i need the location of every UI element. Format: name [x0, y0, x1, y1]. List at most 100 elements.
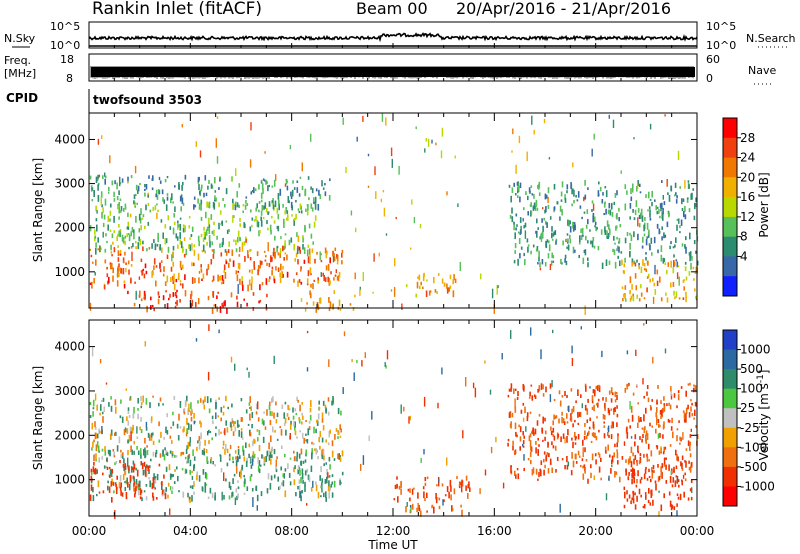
velocity-sparse-cell [169, 508, 171, 515]
velocity-cell [577, 422, 580, 425]
power-cell [159, 244, 161, 251]
power-cell [296, 232, 298, 237]
power-cell [629, 216, 631, 220]
velocity-sparse-cell [99, 359, 102, 364]
velocity-cell [400, 488, 402, 495]
power-cell [616, 190, 618, 196]
power-cell [153, 239, 155, 243]
velocity-cell [510, 387, 512, 392]
power-cell [666, 297, 669, 303]
power-cell [279, 277, 282, 284]
velocity-sparse-cell [130, 431, 132, 441]
power-cell [636, 259, 638, 263]
power-cell [109, 210, 112, 216]
power-sparse-cell [200, 187, 203, 192]
power-cell [104, 259, 107, 264]
power-cell [212, 275, 215, 281]
power-cell [551, 232, 553, 239]
velocity-cell [251, 412, 254, 418]
velocity-cell [293, 420, 295, 427]
power-cell [141, 217, 144, 220]
power-cell [332, 250, 334, 254]
velocity-cell [627, 458, 630, 465]
velocity-cell [685, 407, 688, 414]
power-cell [107, 215, 110, 222]
power-cell [618, 246, 620, 253]
velocity-cell [510, 383, 513, 389]
power-cell [694, 271, 697, 274]
velocity-cell [101, 456, 104, 460]
velocity-cell [610, 468, 612, 474]
velocity-cell [630, 446, 633, 454]
power-cell [630, 196, 633, 202]
power-sparse-cell [531, 115, 533, 125]
power-cell [515, 213, 518, 217]
power-cell [334, 247, 337, 251]
velocity-cell [627, 418, 630, 423]
power-cell [122, 257, 125, 263]
power-cell [174, 293, 177, 297]
power-sparse-cell [419, 223, 422, 229]
power-cell [286, 185, 289, 191]
power-cell [185, 248, 188, 256]
power-cell [117, 245, 119, 248]
power-cell [206, 268, 208, 276]
power-cell [581, 227, 584, 235]
velocity-cell [136, 469, 139, 477]
velocity-cell [89, 402, 92, 406]
velocity-cell [585, 459, 588, 462]
velocity-cell [574, 419, 576, 423]
velocity-cell [308, 421, 311, 424]
velocity-sparse-cell [257, 401, 259, 410]
power-cell [429, 290, 432, 293]
velocity-cell [327, 442, 330, 446]
power-cell [251, 269, 253, 274]
power-sparse-cell [390, 147, 393, 157]
velocity-cell [165, 450, 168, 454]
velocity-cell [644, 426, 646, 430]
power-cell [222, 279, 225, 284]
velocity-cell [600, 457, 602, 462]
velocity-cell [646, 456, 649, 462]
velocity-cell [115, 461, 118, 464]
power-cell [649, 217, 652, 221]
velocity-cell [165, 487, 167, 492]
power-cell [203, 192, 205, 198]
velocity-cell [331, 400, 333, 406]
velocity-cell [690, 406, 692, 412]
power-cell [180, 241, 183, 249]
velocity-cell [245, 460, 248, 467]
power-sparse-cell [625, 298, 627, 302]
power-cell [217, 274, 219, 282]
power-cell [213, 221, 215, 226]
velocity-cell [438, 505, 441, 510]
velocity-cell [148, 436, 151, 441]
power-sparse-cell [415, 126, 417, 130]
velocity-cell [171, 474, 173, 478]
power-cell [266, 262, 268, 266]
power-cell [101, 204, 103, 208]
velocity-cell [689, 488, 692, 492]
power-cell [688, 270, 691, 276]
velocity-cell [158, 439, 161, 443]
velocity-cell [656, 445, 659, 450]
velocity-cell [163, 489, 166, 496]
velocity-cell [468, 481, 470, 488]
velocity-cell [321, 437, 324, 443]
power-cell [207, 185, 209, 190]
velocity-cell [244, 478, 246, 485]
velocity-cell [657, 418, 660, 423]
velocity-cell [665, 464, 667, 470]
power-colorbar-tick-label: 8 [740, 230, 748, 244]
power-cell [609, 209, 612, 216]
velocity-cell [651, 470, 653, 473]
power-cell [565, 260, 568, 266]
power-cell [634, 262, 637, 267]
power-sparse-cell [459, 261, 461, 271]
power-cell [249, 226, 252, 232]
power-cell [661, 226, 663, 230]
velocity-cell [339, 435, 342, 438]
velocity-cell [281, 445, 283, 449]
velocity-cell [585, 435, 588, 440]
power-cell [154, 205, 157, 211]
